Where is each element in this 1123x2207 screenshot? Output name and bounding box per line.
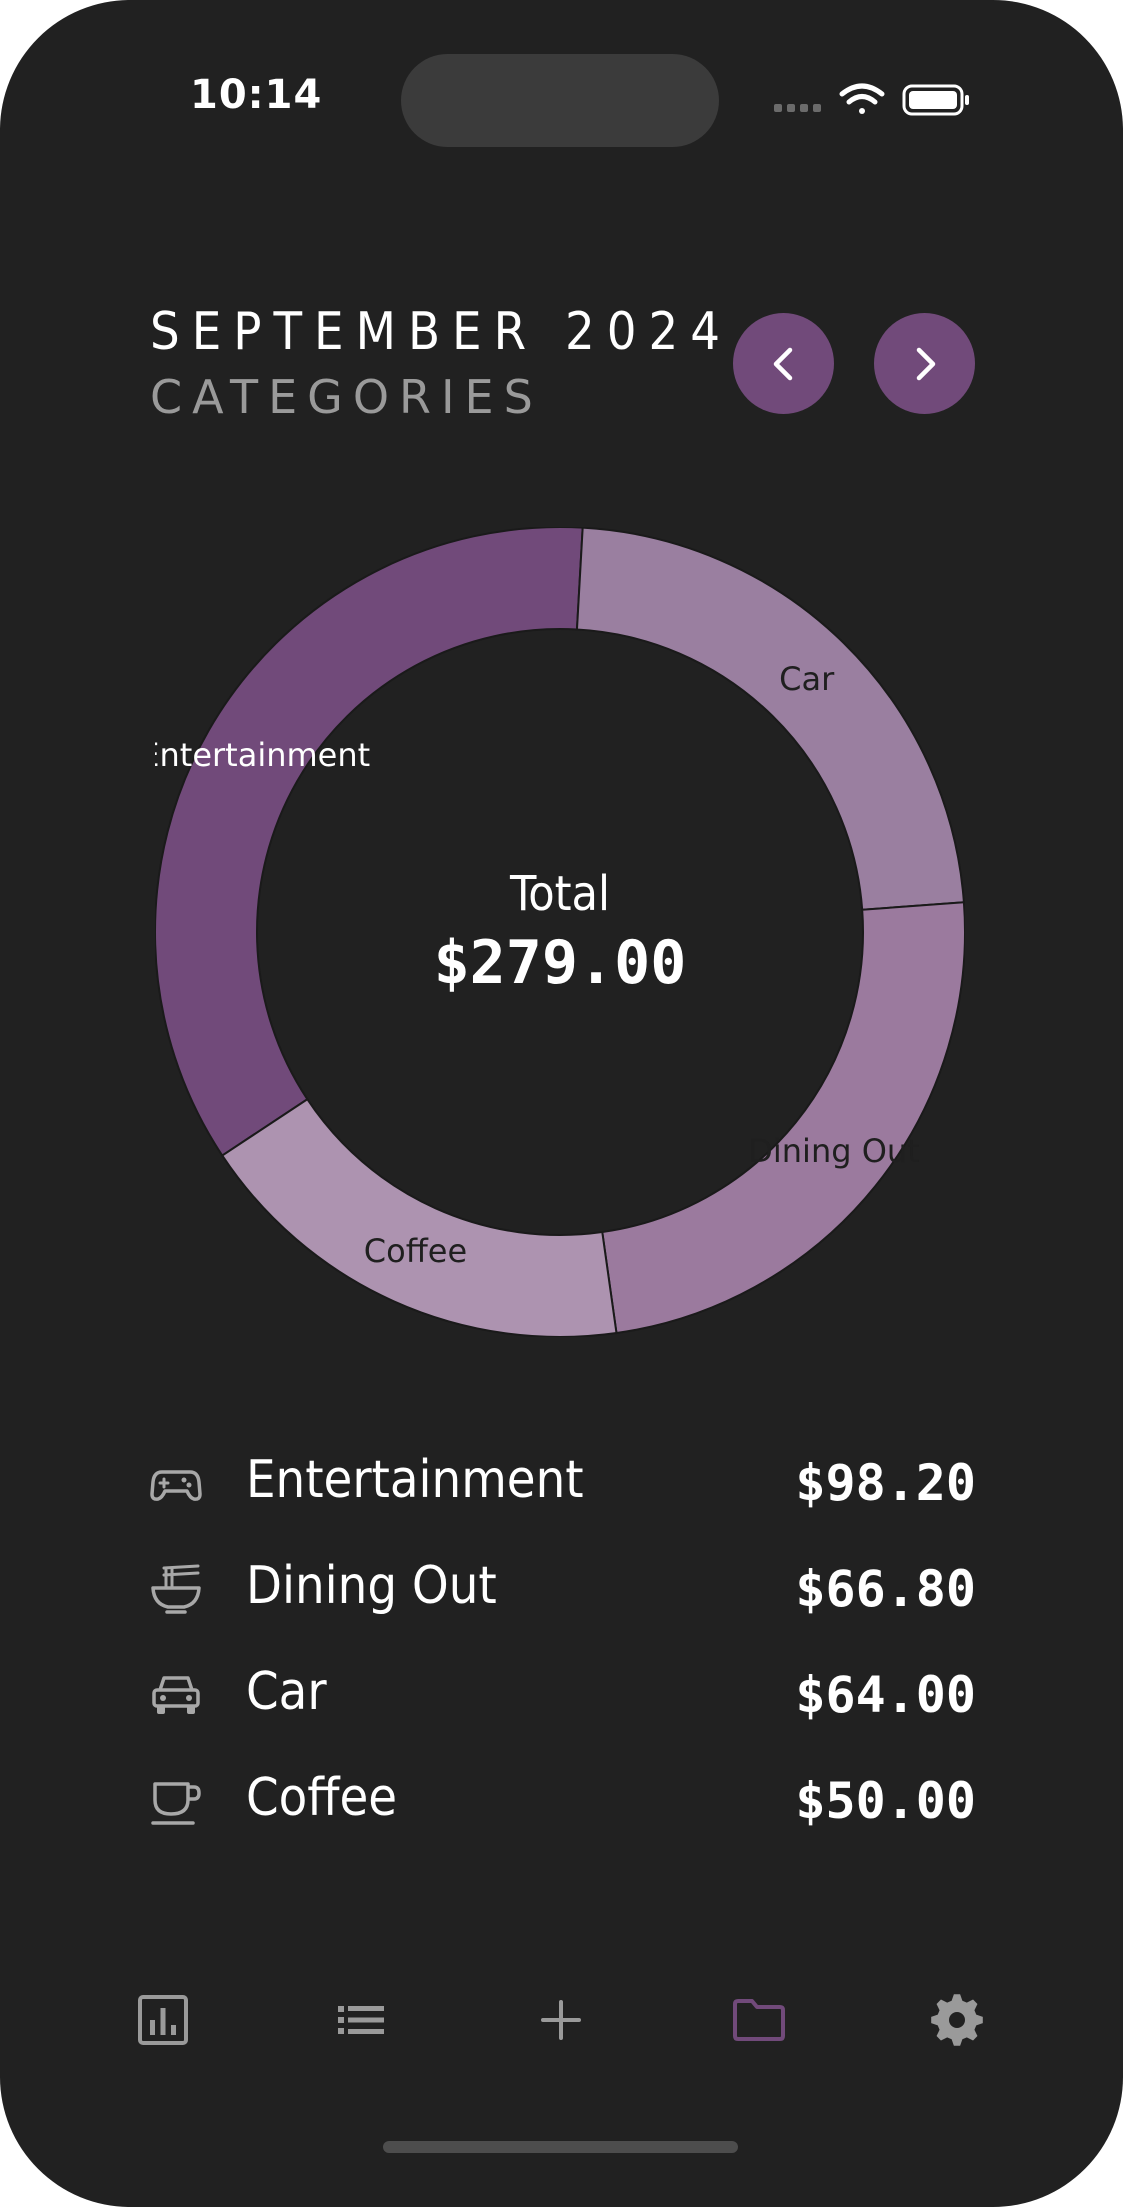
month-title: SEPTEMBER 2024 xyxy=(150,302,732,362)
bar-chart-icon xyxy=(138,1995,188,2045)
home-indicator xyxy=(383,2141,738,2153)
tab-add[interactable] xyxy=(531,1990,591,2050)
noodle-bowl-icon xyxy=(151,1564,201,1614)
plus-icon xyxy=(541,2000,581,2040)
next-month-button[interactable] xyxy=(874,313,975,414)
battery-icon xyxy=(902,84,969,116)
donut-label-car: Car xyxy=(779,660,835,698)
coffee-cup-icon xyxy=(151,1782,201,1825)
gear-icon xyxy=(931,1994,983,2046)
total-value: $279.00 xyxy=(433,928,687,998)
tab-settings[interactable] xyxy=(927,1990,987,2050)
donut-label-coffee: Coffee xyxy=(364,1232,467,1270)
donut-label-dining-out: Dining Out xyxy=(748,1132,919,1170)
status-icons xyxy=(774,83,969,116)
tab-transactions[interactable] xyxy=(331,1990,391,2050)
donut-slice-dining-out xyxy=(601,901,965,1335)
category-row-dining-out[interactable]: Dining Out $66.80 xyxy=(150,1552,976,1628)
donut-slice-entertainment xyxy=(155,527,584,1157)
total-label: Total xyxy=(509,866,610,922)
car-icon xyxy=(152,1676,200,1714)
status-time: 10:14 xyxy=(190,72,323,118)
category-name: Coffee xyxy=(246,1768,398,1828)
category-name: Car xyxy=(246,1662,327,1722)
wifi-icon xyxy=(839,83,885,114)
folder-icon xyxy=(733,1999,785,2041)
category-row-car[interactable]: Car $64.00 xyxy=(150,1658,976,1734)
category-amount: $50.00 xyxy=(795,1772,976,1830)
list-icon xyxy=(338,2006,384,2034)
dynamic-island xyxy=(401,54,719,147)
tab-reports[interactable] xyxy=(133,1990,193,2050)
donut-slice-car xyxy=(575,527,965,911)
previous-month-button[interactable] xyxy=(733,313,834,414)
category-name: Dining Out xyxy=(246,1556,497,1616)
tab-categories[interactable] xyxy=(729,1990,789,2050)
chevron-left-icon xyxy=(773,347,792,380)
category-amount: $98.20 xyxy=(795,1454,976,1512)
gamepad-icon xyxy=(150,1470,202,1501)
chevron-right-icon xyxy=(916,347,935,380)
category-name: Entertainment xyxy=(246,1450,584,1510)
page-subtitle: CATEGORIES xyxy=(150,370,543,424)
category-row-entertainment[interactable]: Entertainment $98.20 xyxy=(150,1446,976,1522)
donut-slice-coffee xyxy=(220,1097,618,1337)
category-amount: $64.00 xyxy=(795,1666,976,1724)
category-donut-chart: Entertainment Car Dining Out Coffee xyxy=(155,527,965,1337)
donut-label-entertainment: Entertainment xyxy=(155,736,370,774)
signal-icon xyxy=(774,104,821,112)
category-row-coffee[interactable]: Coffee $50.00 xyxy=(150,1764,976,1840)
category-amount: $66.80 xyxy=(795,1560,976,1618)
